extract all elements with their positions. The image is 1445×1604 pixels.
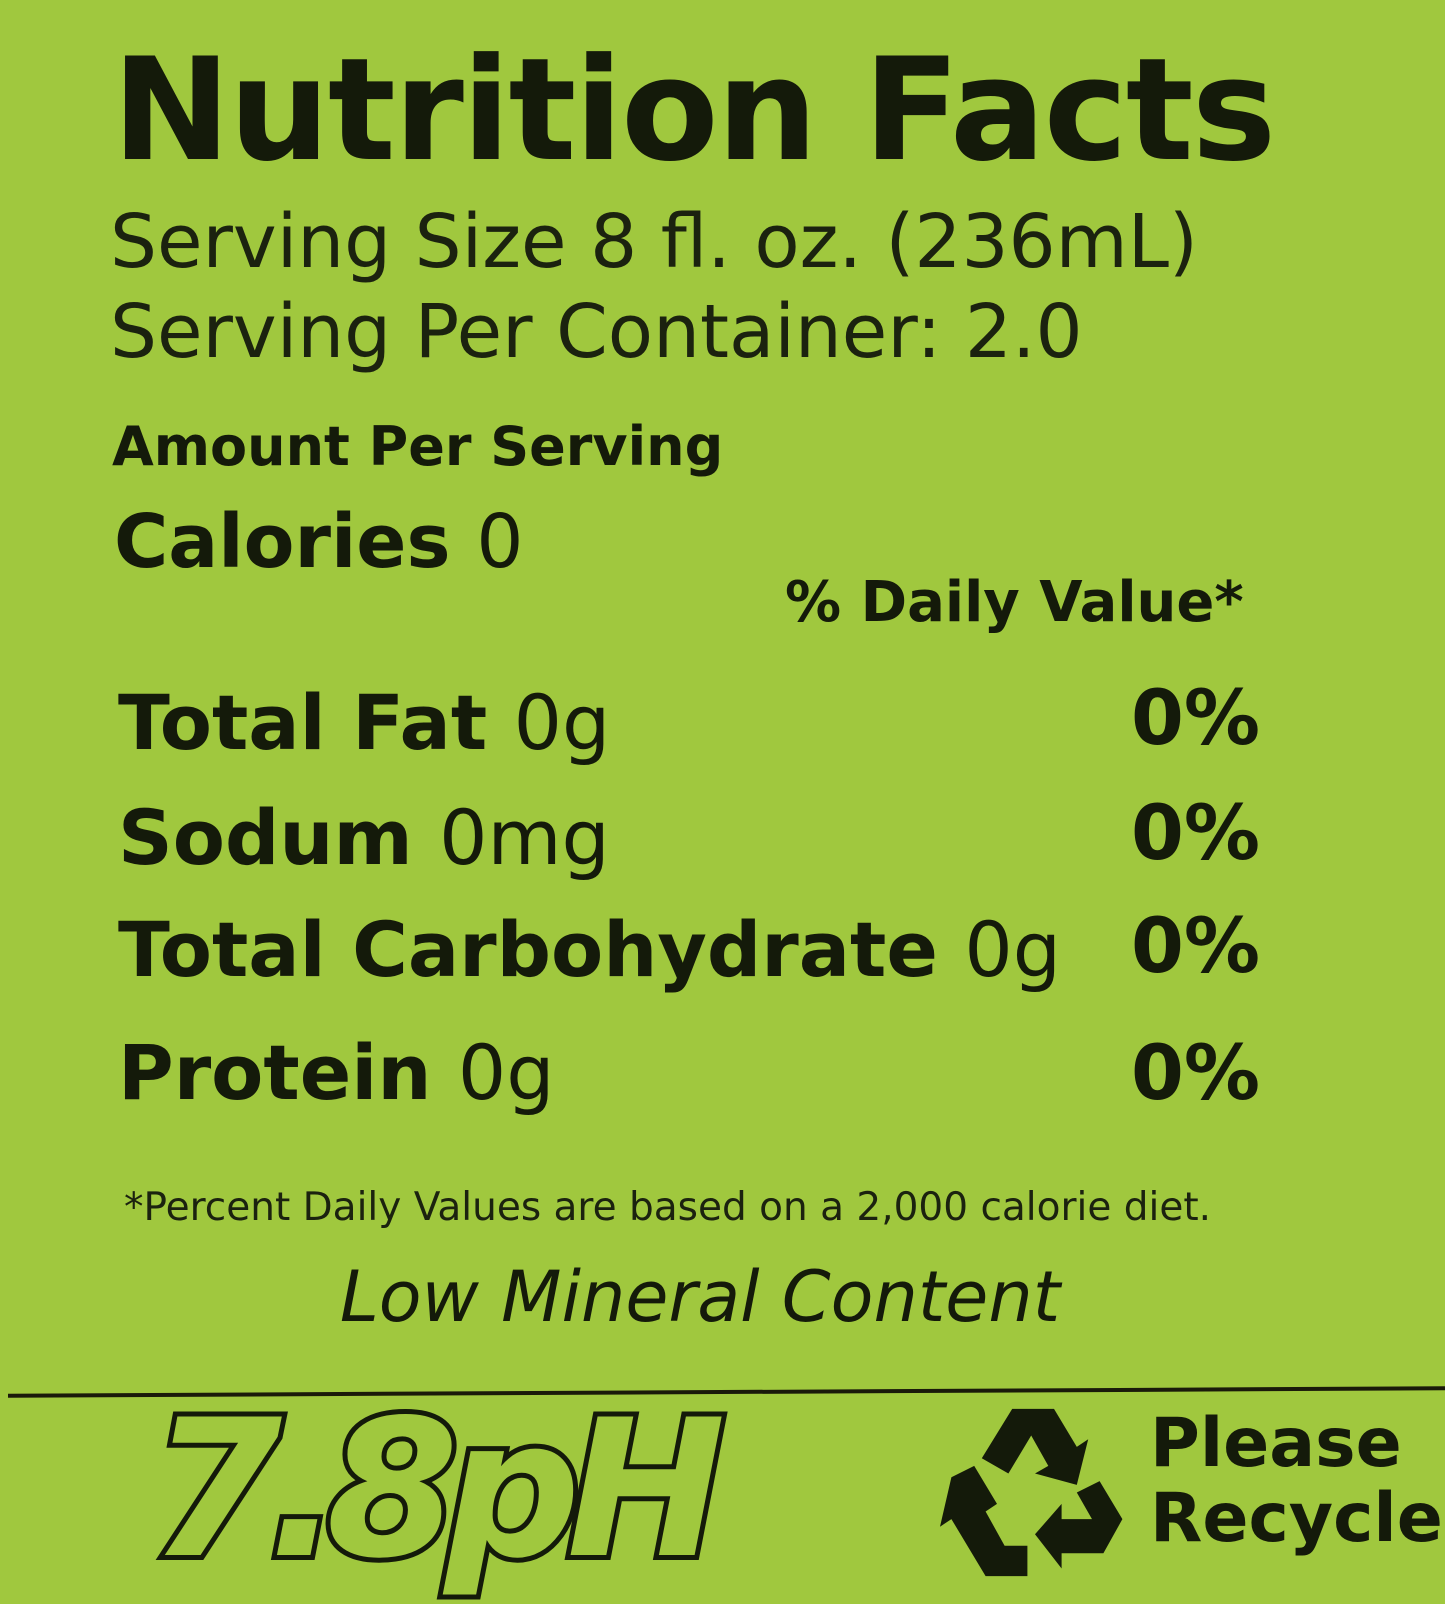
nutrient-dv: 0% <box>1130 673 1260 762</box>
nutrient-name: Sodum <box>118 793 413 882</box>
nutrient-dv: 0% <box>1130 1028 1260 1117</box>
daily-value-header: % Daily Value* <box>785 570 1244 635</box>
serving-size: Serving Size 8 fl. oz. (236mL) <box>110 199 1198 285</box>
nutrient-dv: 0% <box>1130 788 1260 877</box>
servings-per-container: Serving Per Container: 2.0 <box>110 289 1083 375</box>
recycle-icon <box>940 1408 1123 1577</box>
tagline: Low Mineral Content <box>339 1256 1061 1338</box>
nutrient-name: Protein <box>118 1028 432 1117</box>
nutrient-name: Total Fat <box>118 678 488 767</box>
ph-logo: 7.8pH <box>145 1379 731 1600</box>
calories-row: Calories 0 <box>114 505 523 579</box>
label-title: Nutrition Facts <box>112 28 1276 193</box>
nutrient-row: Sodum 0mg <box>118 800 610 876</box>
nutrient-amount: 0g <box>457 1028 555 1117</box>
recycle-text-line2: Recycle <box>1150 1479 1443 1558</box>
footnote: *Percent Daily Values are based on a 2,0… <box>124 1185 1212 1230</box>
calories-value: 0 <box>476 499 524 585</box>
calories-label: Calories <box>114 499 451 585</box>
recycle-text-line1: Please <box>1150 1404 1402 1483</box>
nutrient-row: Total Carbohydrate 0g <box>118 912 1061 988</box>
nutrient-amount: 0mg <box>439 793 610 882</box>
nutrient-row: Protein 0g <box>118 1035 555 1111</box>
nutrient-amount: 0g <box>964 905 1062 994</box>
nutrient-dv: 0% <box>1130 901 1260 990</box>
nutrient-name: Total Carbohydrate <box>118 905 938 994</box>
nutrient-row: Total Fat 0g <box>118 685 610 761</box>
amount-per-serving: Amount Per Serving <box>112 415 724 478</box>
nutrient-amount: 0g <box>513 678 611 767</box>
